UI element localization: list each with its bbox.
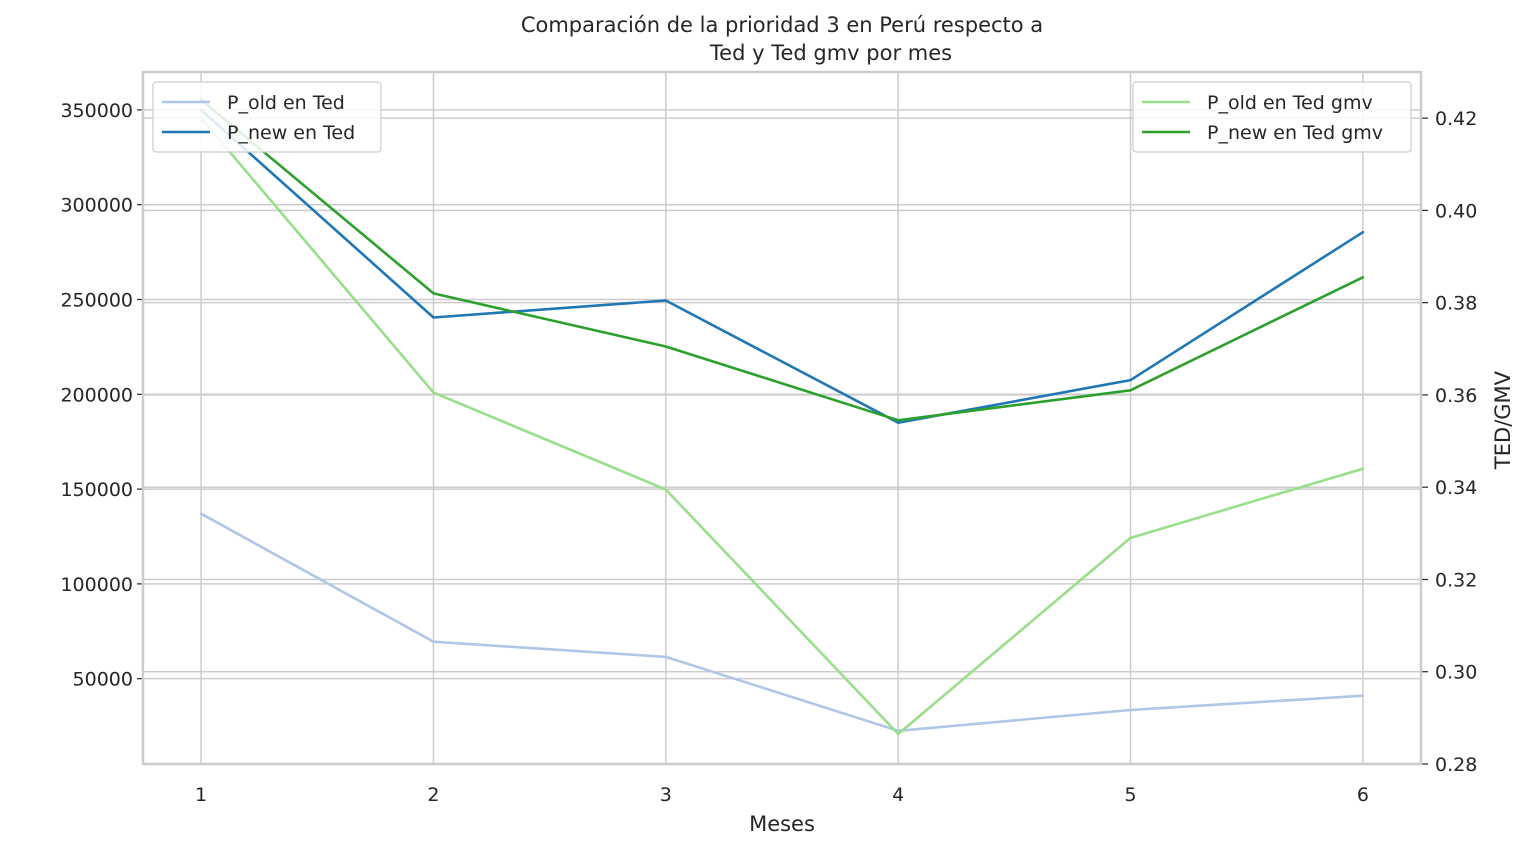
right-y-tick-label: 0.36	[1435, 385, 1477, 407]
legend-right-label-p-new: P_new en Ted gmv	[1207, 122, 1383, 144]
legend-left-label-p-old: P_old en Ted	[227, 92, 345, 114]
x-tick-label: 1	[195, 784, 207, 806]
left-y-tick-label: 200000	[60, 384, 133, 406]
right-y-tick-label: 0.32	[1435, 569, 1477, 591]
left-y-tick-label: 350000	[60, 100, 133, 122]
left-y-tick-label: 50000	[73, 669, 133, 691]
legend-right-box	[1132, 81, 1412, 153]
right-y-tick-label: 0.34	[1435, 477, 1477, 499]
x-tick-label: 6	[1357, 784, 1369, 806]
right-y-tick-label: 0.40	[1435, 200, 1477, 222]
x-tick-label: 4	[892, 784, 904, 806]
series-line-left-p-new-en-ted	[199, 108, 1365, 425]
legend-right-label-p-old: P_old en Ted gmv	[1207, 92, 1373, 114]
series-line-right-p-new-en-ted-gmv	[199, 98, 1365, 422]
legend-left: P_old en Ted P_new en Ted	[152, 81, 382, 153]
right-y-tick-label: 0.30	[1435, 662, 1477, 684]
plot-frame	[141, 70, 1423, 766]
x-axis-label: Meses	[749, 812, 815, 836]
series-line-left-p-old-en-ted	[199, 512, 1365, 733]
x-tick-label: 3	[660, 784, 672, 806]
legend-left-box	[152, 81, 382, 153]
left-y-tick-label: 250000	[60, 290, 133, 312]
chart-title: Comparación de la prioridad 3 en Perú re…	[521, 13, 1043, 65]
right-y-tick-label: 0.42	[1435, 108, 1477, 130]
right-y-tick-label: 0.28	[1435, 754, 1477, 776]
x-tick-label: 5	[1124, 784, 1136, 806]
right-y-axis-label: TED/GMV	[1491, 370, 1515, 470]
left-y-tick-label: 100000	[60, 574, 133, 596]
legend-right: P_old en Ted gmv P_new en Ted gmv	[1132, 81, 1412, 153]
plot-series	[199, 98, 1365, 736]
left-y-tick-label: 150000	[60, 479, 133, 501]
right-y-tick-label: 0.38	[1435, 293, 1477, 315]
chart-title-line-2: Ted y Ted gmv por mes	[709, 41, 952, 65]
x-tick-label: 2	[427, 784, 439, 806]
axis-ticks: 1 2 3 4 5 6 50000 100000 150000 200000 250000 30000…	[60, 100, 1477, 806]
grid-lines	[143, 72, 1421, 765]
legend-left-label-p-new: P_new en Ted	[227, 122, 355, 144]
left-y-tick-label: 300000	[60, 195, 133, 217]
series-line-right-p-old-en-ted-gmv	[199, 116, 1365, 736]
chart-title-line-1: Comparación de la prioridad 3 en Perú re…	[521, 13, 1043, 37]
